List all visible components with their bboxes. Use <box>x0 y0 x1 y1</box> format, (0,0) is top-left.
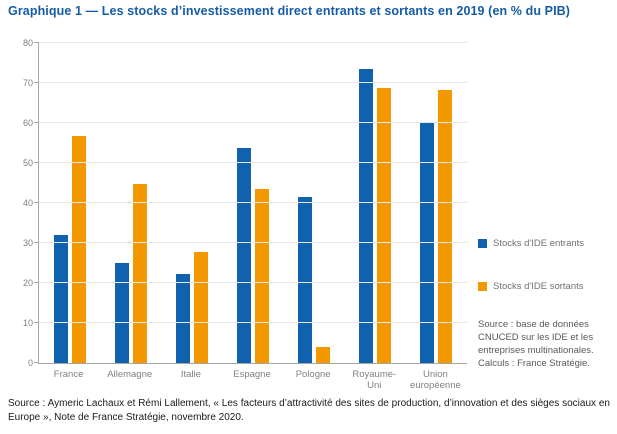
bar-group-6 <box>406 43 467 363</box>
y-tick-0 <box>34 362 39 363</box>
bar-sortants-3 <box>254 189 269 363</box>
figure-source-citation: Source : Aymeric Lachaux et Rémi Lalleme… <box>8 398 610 423</box>
bar-sortants-6 <box>438 90 453 363</box>
x-axis-label-4: Pologne <box>295 369 331 380</box>
y-tick-60 <box>34 122 39 123</box>
bar-groups <box>39 43 467 363</box>
bar-entrants-3 <box>236 148 251 363</box>
y-tick-label-50: 50 <box>22 158 33 168</box>
bar-entrants-0 <box>53 235 68 363</box>
bar-sortants-0 <box>71 136 86 363</box>
y-tick-label-80: 80 <box>22 38 33 48</box>
chart-source-note: Source : base de données CNUCED sur les … <box>478 319 594 369</box>
bar-group-1 <box>100 43 161 363</box>
x-axis-label-5: Royaume-Uni <box>352 369 397 391</box>
gridline-30 <box>39 242 467 243</box>
gridline-10 <box>39 322 467 323</box>
y-tick-10 <box>34 322 39 323</box>
x-axis-label-2: Italie <box>180 369 201 380</box>
y-tick-label-40: 40 <box>22 198 33 208</box>
legend-item-entrants: Stocks d'IDE entrants <box>478 238 613 249</box>
gridline-70 <box>39 82 467 83</box>
bar-entrants-5 <box>359 69 374 363</box>
legend-label-entrants: Stocks d'IDE entrants <box>493 238 585 249</box>
bar-group-4 <box>284 43 345 363</box>
gridline-40 <box>39 202 467 203</box>
bar-entrants-1 <box>114 263 129 363</box>
figure-title: Graphique 1 — Les stocks d’investissemen… <box>8 4 571 18</box>
plot-area: 0 10 20 30 40 50 60 70 80 <box>23 38 467 368</box>
legend-label-sortants: Stocks d'IDE sortants <box>493 281 584 292</box>
x-axis-label-3: Espagne <box>233 369 271 380</box>
y-tick-80 <box>34 42 39 43</box>
y-tick-label-30: 30 <box>22 238 33 248</box>
x-axis-label-6: Union européenne <box>410 369 461 391</box>
y-tick-label-0: 0 <box>27 358 33 368</box>
bar-entrants-2 <box>175 274 190 363</box>
x-axis-label-0: France <box>53 369 84 380</box>
y-tick-40 <box>34 202 39 203</box>
legend: Stocks d'IDE entrants Stocks d'IDE sorta… <box>478 238 613 324</box>
y-tick-30 <box>34 242 39 243</box>
y-tick-70 <box>34 82 39 83</box>
gridline-60 <box>39 122 467 123</box>
y-tick-50 <box>34 162 39 163</box>
bar-sortants-5 <box>377 88 392 363</box>
bar-sortants-1 <box>132 184 147 363</box>
y-tick-label-20: 20 <box>22 278 33 288</box>
gridline-50 <box>39 162 467 163</box>
legend-swatch-sortants-icon <box>478 282 487 291</box>
bar-group-0 <box>39 43 100 363</box>
bar-group-3 <box>222 43 283 363</box>
bar-entrants-4 <box>298 197 313 363</box>
legend-item-sortants: Stocks d'IDE sortants <box>478 281 613 292</box>
y-tick-20 <box>34 282 39 283</box>
y-tick-label-70: 70 <box>22 78 33 88</box>
x-axis-label-1: Allemagne <box>107 369 153 380</box>
bar-sortants-4 <box>316 347 331 363</box>
gridline-80 <box>39 42 467 43</box>
bar-group-2 <box>161 43 222 363</box>
legend-swatch-entrants-icon <box>478 239 487 248</box>
gridline-20 <box>39 282 467 283</box>
bar-sortants-2 <box>193 252 208 363</box>
x-axis-labels: France Allemagne Italie Espagne Pologne Royau… <box>38 369 466 391</box>
y-tick-label-10: 10 <box>22 318 33 328</box>
y-tick-label-60: 60 <box>22 118 33 128</box>
bar-group-5 <box>345 43 406 363</box>
